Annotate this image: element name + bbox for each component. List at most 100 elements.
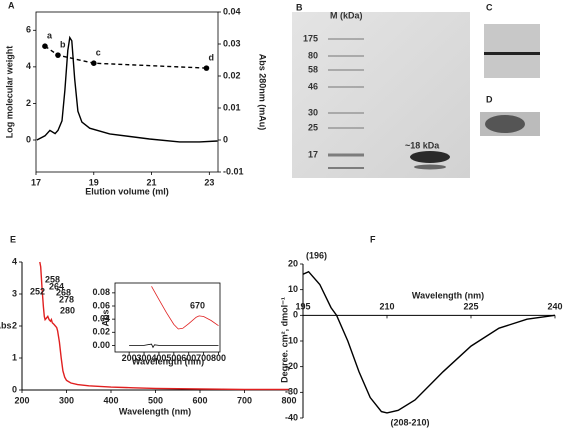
point-label: c xyxy=(96,48,101,58)
y-tick-label: 10 xyxy=(288,284,298,294)
panel-label: D xyxy=(486,94,493,104)
y-axis-label: Log molecular weight xyxy=(4,46,14,139)
protein-band xyxy=(410,151,450,163)
x-tick-label: 800 xyxy=(211,353,226,363)
y-tick-label: 1 xyxy=(12,352,17,362)
y-tick-label: 0.00 xyxy=(92,340,110,350)
x-tick-label: 17 xyxy=(31,177,41,187)
x-tick-label: 300 xyxy=(59,395,74,405)
y2-tick-label: 0.04 xyxy=(223,6,241,16)
peak-label: 670 xyxy=(190,300,205,310)
x-tick-label: 210 xyxy=(379,302,394,312)
panel-label: B xyxy=(296,2,303,12)
annotation: (208-210) xyxy=(390,417,429,427)
y-axis-label: Degree. cm², dmol⁻¹ xyxy=(279,297,289,383)
y-tick-label: 0 xyxy=(293,310,298,320)
x-tick-label: 600 xyxy=(181,353,196,363)
annotation: (196) xyxy=(306,250,327,260)
blot-image xyxy=(484,24,540,78)
peak-label: 258 xyxy=(45,274,60,284)
x-axis-label: Wavelength (nm) xyxy=(412,290,484,300)
y-tick-label: 2 xyxy=(26,98,31,108)
marker-label: 175 xyxy=(303,33,318,43)
y-tick-label: 0.02 xyxy=(92,327,110,337)
point-label: a xyxy=(47,31,53,41)
marker-label: 25 xyxy=(308,122,318,132)
panel-label: F xyxy=(370,234,376,244)
y-tick-label: 2 xyxy=(12,320,17,330)
marker-label: 80 xyxy=(308,50,318,60)
marker-lane xyxy=(328,38,364,169)
x-tick-label: 700 xyxy=(196,353,211,363)
x-axis-label: Elution volume (ml) xyxy=(85,186,169,196)
x-tick-label: 800 xyxy=(281,395,296,405)
point-label: d xyxy=(208,53,214,63)
x-tick-label: 500 xyxy=(166,353,181,363)
blot-band xyxy=(485,115,525,133)
panel-label: E xyxy=(10,234,16,244)
plot-frame xyxy=(114,282,221,353)
y2-tick-label: 0.03 xyxy=(223,38,241,48)
peak-label: 278 xyxy=(59,294,74,304)
x-tick-label: 200 xyxy=(122,353,137,363)
blot-band xyxy=(484,52,540,55)
y-tick-label: 3 xyxy=(12,288,17,298)
x-tick-label: 300 xyxy=(137,353,152,363)
data-line xyxy=(129,343,219,349)
x-tick-label: 700 xyxy=(237,395,252,405)
protein-band xyxy=(414,164,446,170)
y-tick-label: 0 xyxy=(26,134,31,144)
point-label: b xyxy=(60,40,66,50)
data-line xyxy=(151,286,219,330)
marker-label: 58 xyxy=(308,64,318,74)
y-tick-label: 0.06 xyxy=(92,300,110,310)
x-tick-label: 240 xyxy=(547,302,562,312)
x-tick-label: 195 xyxy=(295,302,310,312)
y-tick-label: 6 xyxy=(26,25,31,35)
x-tick-label: 400 xyxy=(151,353,166,363)
gel-header: M (kDa) xyxy=(330,10,363,20)
y2-tick-label: 0 xyxy=(223,134,228,144)
x-tick-label: 500 xyxy=(148,395,163,405)
y-axis-label: Abs xyxy=(100,309,110,326)
y-tick-label: 0.08 xyxy=(92,287,110,297)
y-tick-label: -20 xyxy=(285,361,298,371)
data-point xyxy=(55,52,61,58)
y-tick-label: 4 xyxy=(12,256,17,266)
y2-tick-label: -0.01 xyxy=(223,166,244,176)
y-tick-label: -30 xyxy=(285,387,298,397)
y-tick-label: 0 xyxy=(12,384,17,394)
x-tick-label: 200 xyxy=(14,395,29,405)
y2-tick-label: 0.02 xyxy=(223,70,241,80)
y-tick-label: 4 xyxy=(26,61,31,71)
data-line xyxy=(39,261,289,391)
y-axis-label: Abs xyxy=(0,320,12,330)
x-tick-label: 225 xyxy=(463,302,478,312)
data-line xyxy=(36,35,218,143)
marker-label: 46 xyxy=(308,81,318,91)
x-axis-label: Wavelength (nm) xyxy=(132,356,204,366)
x-axis-label: Wavelength (nm) xyxy=(119,406,191,416)
x-tick-label: 21 xyxy=(147,177,157,187)
band-label: ~18 kDa xyxy=(405,140,440,150)
data-line xyxy=(44,45,207,69)
y-tick-label: 20 xyxy=(288,258,298,268)
y2-axis-label: Abs 280nm (mAu) xyxy=(258,54,268,131)
peak-label: 264 xyxy=(49,281,64,291)
peak-label: 252 xyxy=(30,286,45,296)
y-tick-label: -10 xyxy=(285,335,298,345)
panel-label: C xyxy=(486,2,493,12)
data-point xyxy=(42,43,48,49)
x-tick-label: 400 xyxy=(103,395,118,405)
x-tick-label: 600 xyxy=(192,395,207,405)
peak-label: 280 xyxy=(60,305,75,315)
panel-label: A xyxy=(8,0,15,10)
y2-tick-label: 0.01 xyxy=(223,102,241,112)
gel-image xyxy=(292,12,470,178)
marker-label: 17 xyxy=(308,149,318,159)
data-point xyxy=(90,60,97,66)
y-tick-label: 0.04 xyxy=(92,314,110,324)
peak-label: 268 xyxy=(56,287,71,297)
